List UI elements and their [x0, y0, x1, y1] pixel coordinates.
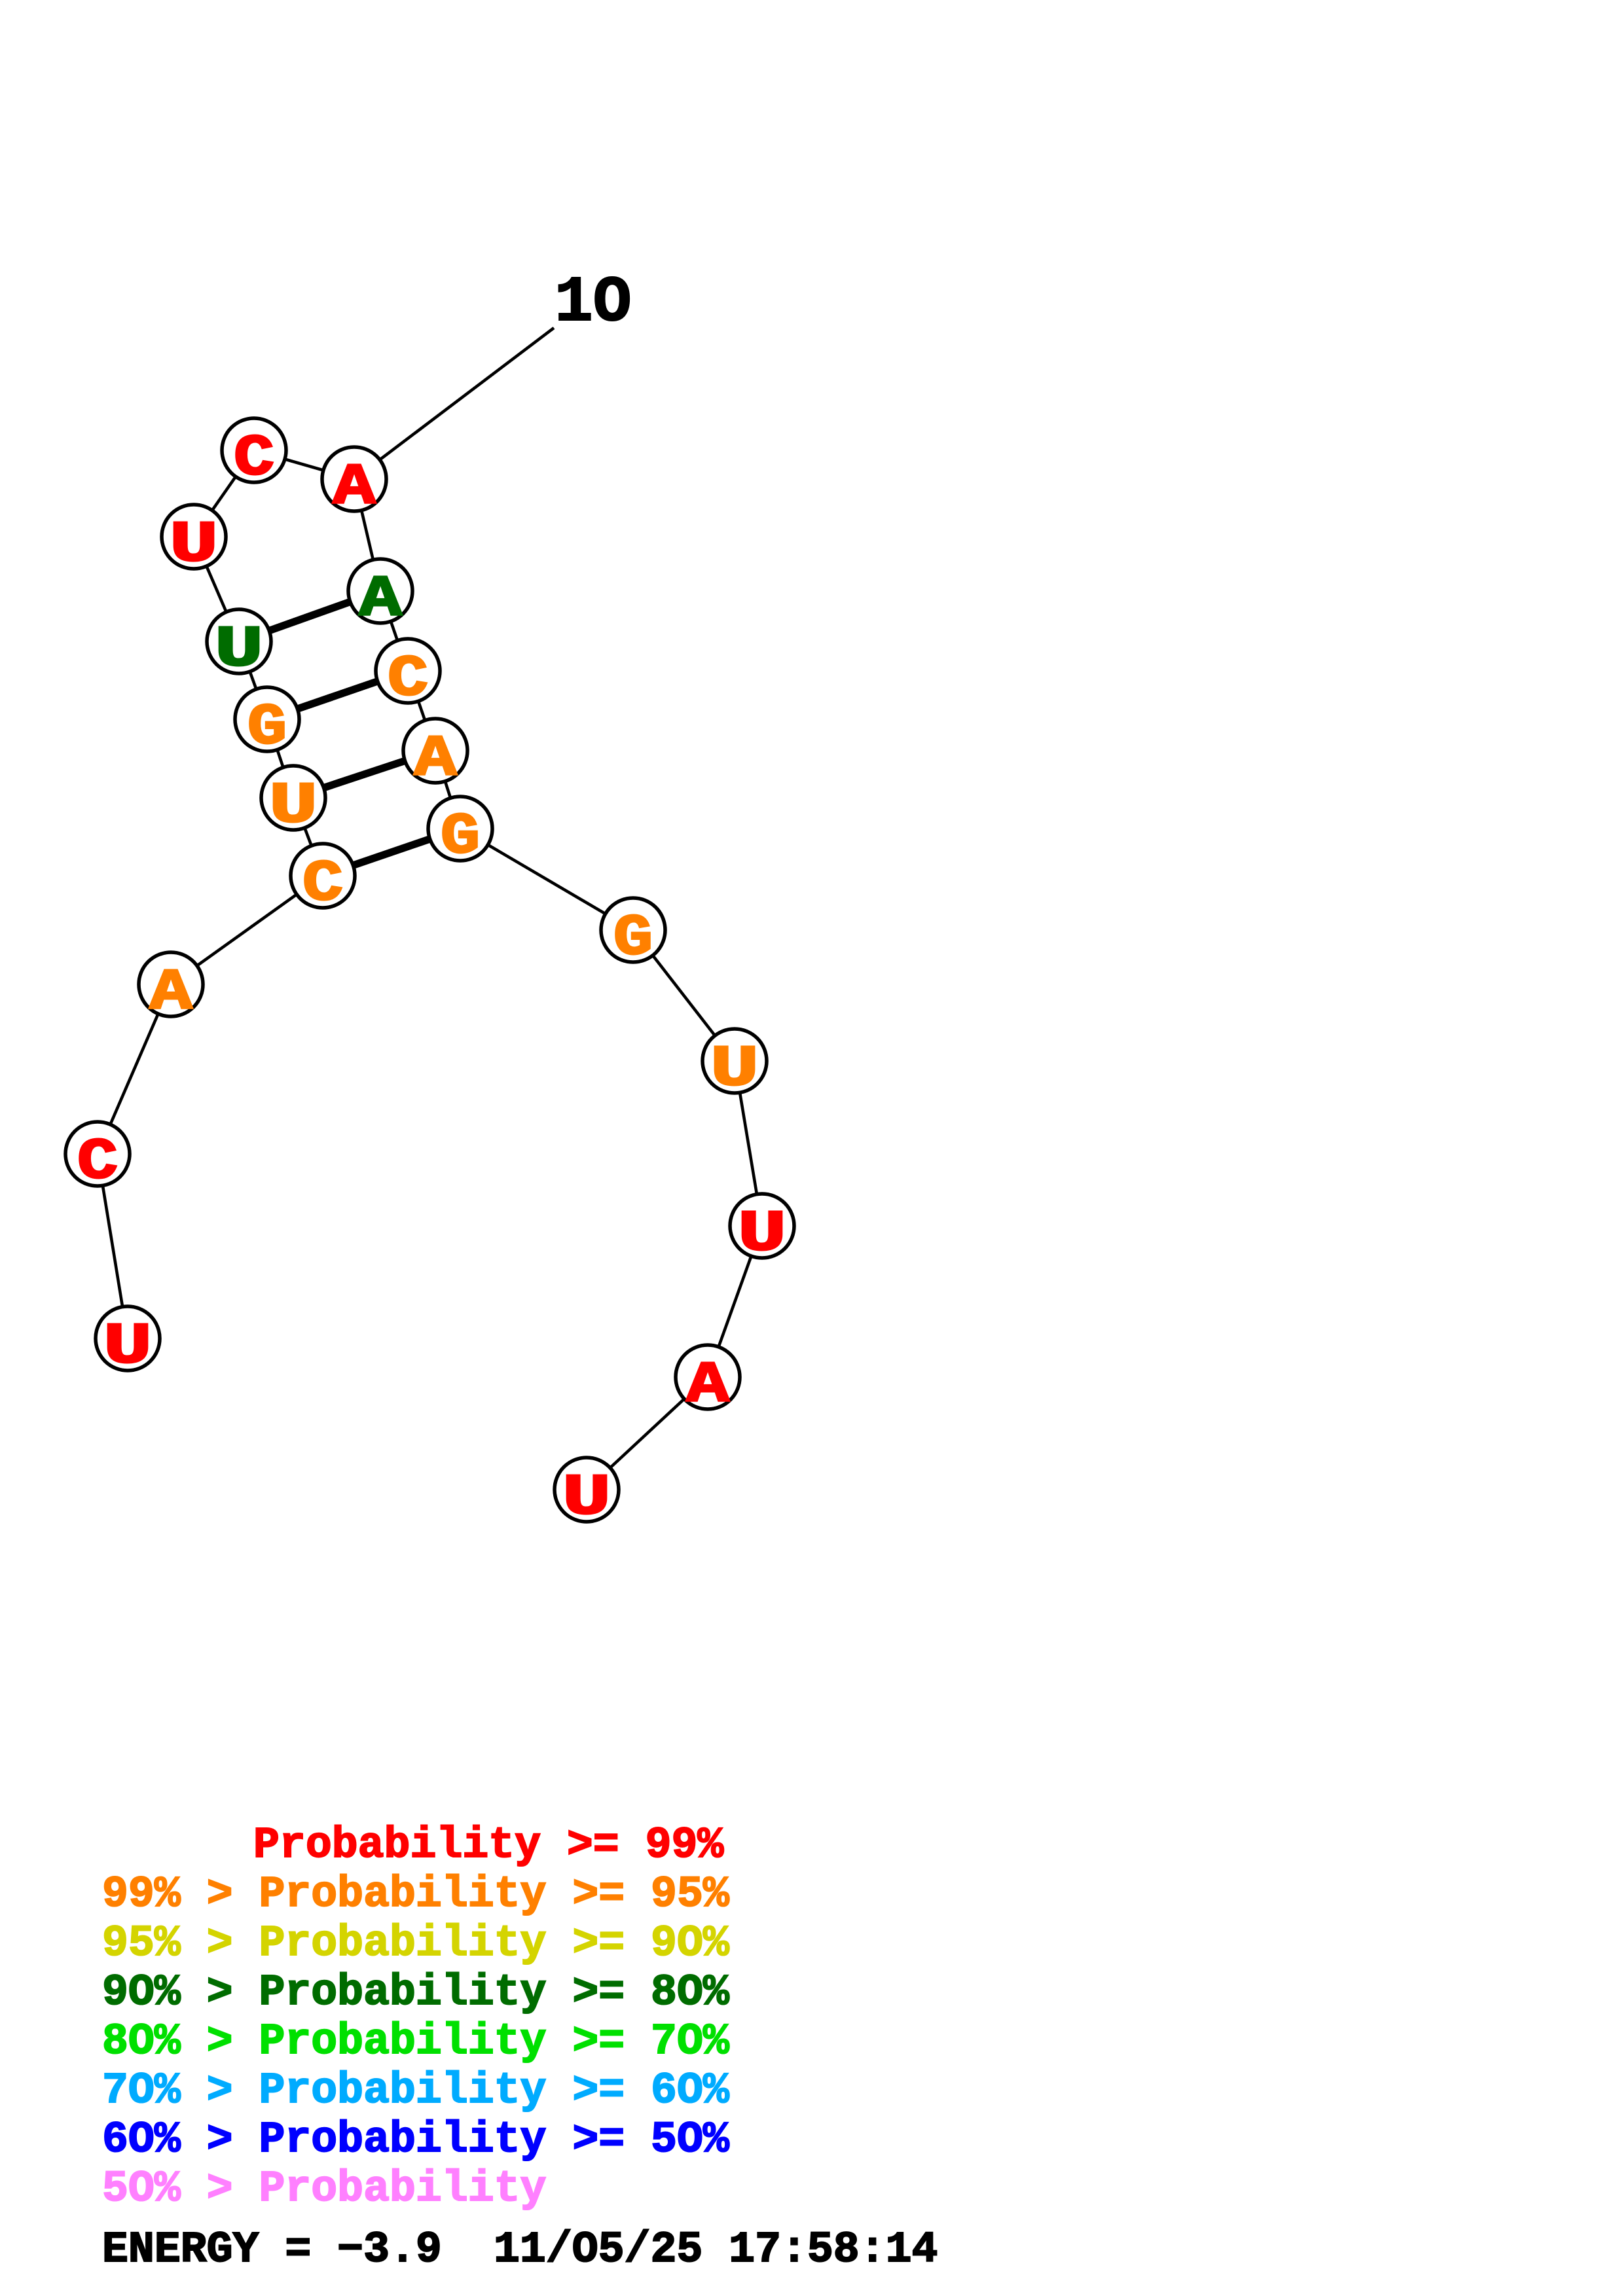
svg-text:ENERGY = −3.9: ENERGY = −3.9: [102, 2225, 442, 2274]
svg-text:A: A: [687, 1354, 729, 1418]
svg-text:U: U: [170, 513, 218, 578]
svg-text:A: A: [333, 456, 376, 520]
svg-text:U: U: [710, 1037, 759, 1102]
svg-text:1O: 1O: [555, 267, 632, 340]
svg-text:U: U: [103, 1315, 152, 1380]
svg-text:G: G: [441, 805, 480, 870]
svg-text:7O% > Probability >= 6O%: 7O% > Probability >= 6O%: [102, 2066, 729, 2115]
svg-text:U: U: [269, 774, 318, 839]
svg-text:95% > Probability >= 9O%: 95% > Probability >= 9O%: [102, 1919, 729, 1968]
svg-text:5O% > Probability: 5O% > Probability: [102, 2164, 546, 2214]
svg-text:U: U: [738, 1202, 786, 1267]
svg-text:C: C: [388, 647, 428, 712]
svg-text:C: C: [77, 1130, 118, 1195]
svg-text:C: C: [302, 852, 343, 917]
svg-text:A: A: [414, 727, 457, 792]
svg-text:11/O5/25 17:58:14: 11/O5/25 17:58:14: [494, 2225, 938, 2274]
svg-text:U: U: [562, 1466, 611, 1531]
svg-text:9O% > Probability >= 8O%: 9O% > Probability >= 8O%: [102, 1968, 729, 2017]
svg-text:6O% > Probability >= 5O%: 6O% > Probability >= 5O%: [102, 2115, 729, 2164]
svg-text:99% > Probability >= 95%: 99% > Probability >= 95%: [102, 1870, 729, 1919]
svg-text:A: A: [150, 961, 192, 1026]
svg-text:G: G: [247, 696, 287, 761]
svg-text:G: G: [613, 906, 653, 971]
svg-text:8O% > Probability >= 7O%: 8O% > Probability >= 7O%: [102, 2017, 729, 2066]
svg-text:A: A: [359, 567, 402, 632]
svg-text:C: C: [234, 427, 274, 492]
svg-text:U: U: [215, 618, 263, 683]
svg-text:Probability >= 99%: Probability >= 99%: [253, 1821, 723, 1870]
